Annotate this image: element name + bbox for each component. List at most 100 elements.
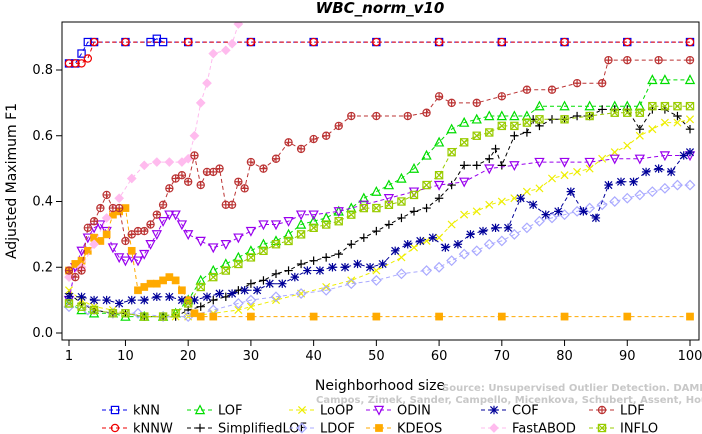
data-point xyxy=(560,171,569,180)
x-tick-label: 30 xyxy=(243,349,260,364)
data-point xyxy=(246,157,256,167)
data-point xyxy=(195,236,206,247)
data-point xyxy=(483,238,495,250)
data-point xyxy=(635,108,645,117)
data-point xyxy=(347,240,356,249)
data-point xyxy=(171,309,180,318)
data-point xyxy=(629,177,638,186)
data-point xyxy=(422,108,431,117)
data-point xyxy=(433,261,445,273)
data-point xyxy=(208,48,219,59)
data-point xyxy=(245,226,257,237)
data-point xyxy=(686,312,694,321)
data-point xyxy=(560,115,569,124)
data-point xyxy=(132,307,144,319)
data-point xyxy=(209,312,218,321)
data-point xyxy=(246,302,255,311)
data-point xyxy=(447,220,456,229)
legend-marker xyxy=(110,423,120,433)
data-point xyxy=(597,78,607,88)
data-point xyxy=(447,180,456,190)
x-tick-label: 1 xyxy=(65,349,73,364)
legend-marker xyxy=(597,405,607,415)
data-point xyxy=(114,193,125,204)
data-point xyxy=(259,246,268,256)
data-point xyxy=(295,210,307,221)
data-point xyxy=(270,220,282,231)
data-point xyxy=(158,200,168,209)
data-point xyxy=(176,157,187,168)
legend-label: LDF xyxy=(620,404,645,419)
x-tick-label: 40 xyxy=(305,349,322,364)
data-point xyxy=(659,182,671,194)
data-point xyxy=(522,128,532,137)
data-point xyxy=(497,92,507,101)
data-point xyxy=(77,266,86,275)
data-point xyxy=(654,55,663,65)
data-point xyxy=(347,210,356,219)
data-point xyxy=(679,151,688,160)
data-point xyxy=(158,37,168,47)
data-point xyxy=(659,151,671,162)
legend-marker xyxy=(489,405,499,415)
data-point xyxy=(121,37,130,47)
legend-item-lof: LOF xyxy=(187,404,243,419)
data-point xyxy=(610,108,619,117)
legend-item-knn: kNN xyxy=(102,404,160,419)
data-point xyxy=(509,161,520,172)
legend-marker xyxy=(375,424,383,432)
data-point xyxy=(648,125,657,134)
data-point xyxy=(139,160,150,171)
data-point xyxy=(107,243,119,254)
data-point xyxy=(585,111,594,121)
series-cof xyxy=(64,147,695,308)
series-line-ldf xyxy=(68,59,690,278)
data-point xyxy=(221,266,231,275)
data-point xyxy=(189,130,200,141)
y-tick-label: 0.8 xyxy=(32,63,53,78)
data-point xyxy=(246,37,256,47)
data-point xyxy=(660,101,670,111)
data-point xyxy=(140,226,149,236)
data-point xyxy=(604,55,613,65)
data-point xyxy=(453,240,463,249)
legend-label: LOF xyxy=(218,404,243,419)
data-point xyxy=(183,299,193,308)
data-point xyxy=(284,266,293,275)
plot-area xyxy=(63,22,696,323)
data-point xyxy=(151,230,163,241)
data-point xyxy=(559,157,570,168)
data-point xyxy=(202,292,212,302)
legend: kNN kNNW LOF SimplifiedLOF LoOP LDOF ODIN KDEOS… xyxy=(102,404,658,434)
legend-marker xyxy=(194,404,206,415)
data-point xyxy=(484,110,495,121)
data-point xyxy=(321,253,331,262)
data-point xyxy=(71,59,80,68)
data-point xyxy=(145,240,156,250)
data-point xyxy=(408,162,420,173)
data-point xyxy=(120,256,131,267)
data-point xyxy=(634,100,646,111)
data-point xyxy=(383,179,395,190)
data-point xyxy=(560,37,569,47)
data-point xyxy=(654,164,663,173)
data-point xyxy=(320,284,332,296)
data-point xyxy=(623,312,632,321)
data-point xyxy=(528,200,538,209)
data-point xyxy=(621,192,633,204)
data-point xyxy=(598,154,607,163)
data-point xyxy=(284,138,293,147)
data-point xyxy=(471,245,483,257)
legend-marker xyxy=(110,405,120,415)
data-point xyxy=(496,110,508,121)
data-point xyxy=(296,230,306,239)
data-point xyxy=(353,259,362,269)
data-point xyxy=(64,286,74,295)
data-point xyxy=(196,302,205,311)
data-point xyxy=(340,263,350,272)
data-point xyxy=(372,203,381,213)
y-tick-label: 0.0 xyxy=(32,326,53,341)
data-point xyxy=(284,236,293,246)
series-ldof xyxy=(63,179,696,323)
y-axis-label: Adjusted Maximum F1 xyxy=(4,103,20,259)
